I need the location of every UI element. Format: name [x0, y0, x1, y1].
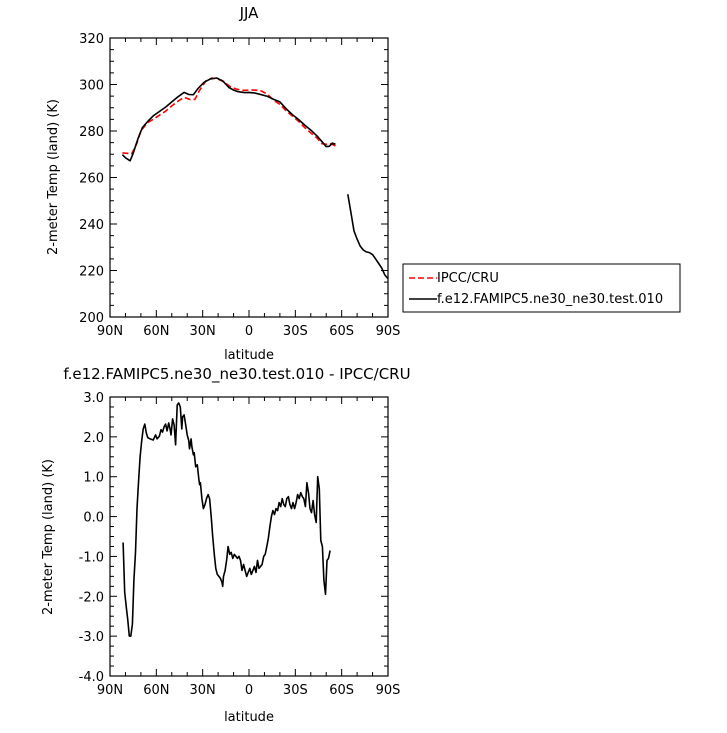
top-y-axis: 200 220 240 260 280 300 320	[79, 32, 388, 326]
top-y-tick-label: 320	[79, 32, 104, 47]
bottom-y-tick-label: 1.0	[83, 471, 104, 486]
top-series-0-line-0	[122, 77, 336, 155]
bottom-y-tick-label: -1.0	[79, 550, 104, 565]
bottom-series-0-line-0	[122, 402, 331, 637]
bottom-y-tick-label: -2.0	[79, 590, 104, 605]
top-chart-marks	[121, 77, 389, 280]
top-y-tick-label: 200	[79, 311, 104, 326]
top-legend: IPCC/CRU f.e12.FAMIPC5.ne30_ne30.test.01…	[402, 263, 681, 313]
top-x-tick-label: 90N	[97, 324, 123, 339]
bottom-y-tick-label: 3.0	[83, 391, 104, 406]
top-chart: JJA 200 220 240 260 280 300 320 90N 60N 30N 0 30S 6…	[46, 4, 681, 363]
top-x-tick-label: 30S	[283, 324, 308, 339]
bottom-y-axis-label: 2-meter Temp (land) (K)	[41, 459, 56, 615]
top-x-tick-label: 90S	[376, 324, 401, 339]
bottom-x-tick-label: 60N	[143, 683, 169, 698]
bottom-y-tick-label: 2.0	[83, 431, 104, 446]
legend-label-model: f.e12.FAMIPC5.ne30_ne30.test.010	[437, 292, 663, 307]
bottom-x-tick-label: 30N	[190, 683, 216, 698]
top-y-tick-label: 220	[79, 265, 104, 280]
top-x-axis: 90N 60N 30N 0 30S 60S 90S	[97, 38, 401, 339]
top-series-1-line-1	[347, 194, 389, 280]
bottom-x-tick-label: 60S	[329, 683, 354, 698]
bottom-y-tick-label: -3.0	[79, 630, 104, 645]
top-plot-frame	[109, 37, 389, 318]
top-x-tick-label: 0	[245, 324, 253, 339]
bottom-x-tick-label: 0	[245, 683, 253, 698]
bottom-x-axis: 90N 60N 30N 0 30S 60S 90S	[97, 397, 401, 698]
top-y-tick-label: 300	[79, 79, 104, 94]
bottom-x-tick-label: 90N	[97, 683, 123, 698]
top-series-1-line-0	[121, 77, 336, 162]
legend-box	[402, 263, 681, 313]
legend-label-ipcc: IPCC/CRU	[437, 271, 499, 286]
bottom-chart-title: f.e12.FAMIPC5.ne30_ne30.test.010 - IPCC/…	[63, 365, 410, 384]
bottom-x-axis-label: latitude	[224, 710, 274, 725]
top-x-tick-label: 60S	[329, 324, 354, 339]
bottom-x-tick-label: 90S	[376, 683, 401, 698]
bottom-chart: f.e12.FAMIPC5.ne30_ne30.test.010 - IPCC/…	[41, 365, 411, 725]
bottom-y-axis: -4.0 -3.0 -2.0 -1.0 0.0 1.0 2.0 3.0	[79, 391, 388, 685]
top-x-tick-label: 30N	[190, 324, 216, 339]
top-y-tick-label: 280	[79, 125, 104, 140]
top-x-tick-label: 60N	[143, 324, 169, 339]
top-chart-title: JJA	[239, 4, 260, 22]
bottom-y-tick-label: 0.0	[83, 511, 104, 526]
top-y-tick-label: 240	[79, 218, 104, 233]
bottom-y-tick-label: -4.0	[79, 670, 104, 685]
top-y-tick-label: 260	[79, 172, 104, 187]
bottom-x-tick-label: 30S	[283, 683, 308, 698]
top-x-axis-label: latitude	[224, 348, 274, 363]
bottom-chart-marks	[122, 402, 331, 637]
top-y-axis-label: 2-meter Temp (land) (K)	[46, 99, 61, 255]
